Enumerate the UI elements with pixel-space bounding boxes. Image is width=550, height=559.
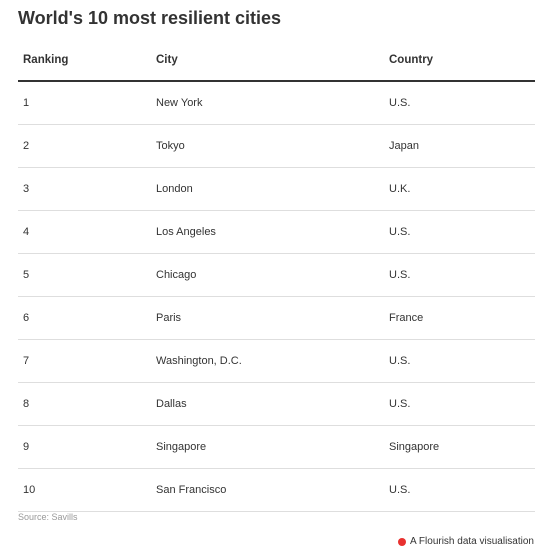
cell-ranking: 3 <box>18 167 156 211</box>
flourish-credit-link[interactable]: A Flourish data visualisation <box>398 536 534 547</box>
cell-city: Tokyo <box>156 124 389 168</box>
cell-city: London <box>156 167 389 211</box>
chart-title: World's 10 most resilient cities <box>18 8 282 28</box>
table-row: 10 San Francisco U.S. <box>18 468 535 512</box>
cell-country: U.S. <box>389 468 535 512</box>
cell-city: Singapore <box>156 425 389 469</box>
cell-ranking: 6 <box>18 296 156 340</box>
cell-country: U.S. <box>389 253 535 297</box>
table-row: 9 Singapore Singapore <box>18 425 535 469</box>
cell-country: U.S. <box>389 210 535 254</box>
cell-ranking: 5 <box>18 253 156 297</box>
cell-ranking: 8 <box>18 382 156 426</box>
cell-country: U.S. <box>389 382 535 426</box>
cell-country: U.S. <box>389 339 535 383</box>
table-row: 6 Paris France <box>18 296 535 340</box>
table-row: 5 Chicago U.S. <box>18 253 535 297</box>
table-body: 1 New York U.S. 2 Tokyo Japan 3 London U.K. 4 Los … <box>18 81 535 512</box>
cell-city: San Francisco <box>156 468 389 512</box>
flourish-logo-icon <box>398 537 407 546</box>
data-table: Ranking City Country 1 New York U.S. 2 Tokyo… <box>18 40 535 512</box>
flourish-credit-label: A Flourish data visualisation <box>410 536 534 547</box>
cell-city: Chicago <box>156 253 389 297</box>
cell-city: Dallas <box>156 382 389 426</box>
table-row: 2 Tokyo Japan <box>18 124 535 168</box>
source-note: Source: Savills <box>18 512 78 522</box>
table-row: 1 New York U.S. <box>18 81 535 125</box>
cell-country: France <box>389 296 535 340</box>
cell-ranking: 9 <box>18 425 156 469</box>
column-header-city: City <box>156 40 389 82</box>
cell-city: Washington, D.C. <box>156 339 389 383</box>
column-header-ranking: Ranking <box>18 40 156 82</box>
cell-ranking: 4 <box>18 210 156 254</box>
cell-ranking: 2 <box>18 124 156 168</box>
cell-ranking: 1 <box>18 81 156 125</box>
table-header-row: Ranking City Country <box>18 40 535 82</box>
cell-city: Paris <box>156 296 389 340</box>
table-row: 7 Washington, D.C. U.S. <box>18 339 535 383</box>
cell-country: U.K. <box>389 167 535 211</box>
table-row: 8 Dallas U.S. <box>18 382 535 426</box>
cell-country: Japan <box>389 124 535 168</box>
column-header-country: Country <box>389 40 535 82</box>
table-row: 3 London U.K. <box>18 167 535 211</box>
cell-city: New York <box>156 81 389 125</box>
cell-ranking: 10 <box>18 468 156 512</box>
cell-city: Los Angeles <box>156 210 389 254</box>
cell-country: Singapore <box>389 425 535 469</box>
cell-ranking: 7 <box>18 339 156 383</box>
cell-country: U.S. <box>389 81 535 125</box>
table-row: 4 Los Angeles U.S. <box>18 210 535 254</box>
